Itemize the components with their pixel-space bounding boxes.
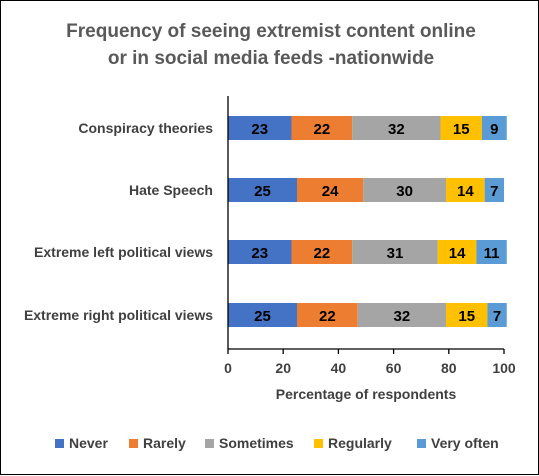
data-label: 11 bbox=[484, 245, 500, 262]
data-label: 15 bbox=[453, 121, 470, 138]
bar-segment bbox=[297, 303, 358, 327]
x-tick-label: 100 bbox=[492, 360, 516, 376]
data-label: 32 bbox=[388, 121, 405, 138]
x-tick-label: 40 bbox=[331, 360, 347, 376]
data-label: 14 bbox=[457, 183, 474, 200]
data-label: 7 bbox=[493, 308, 501, 325]
legend-swatch bbox=[417, 439, 426, 448]
data-label: 22 bbox=[313, 121, 330, 138]
bar-segment bbox=[291, 240, 353, 264]
legend-swatch bbox=[129, 439, 138, 448]
data-label: 14 bbox=[449, 245, 466, 262]
x-axis-label: Percentage of respondents bbox=[276, 386, 457, 402]
legend-swatch bbox=[55, 439, 64, 448]
plot-area: 23 22 32 15 9 25 24 30 14 7 23 22 31 14 11 25 22 32 15 7 bbox=[228, 116, 507, 327]
bar-segment bbox=[228, 303, 297, 327]
data-label: 22 bbox=[313, 245, 330, 262]
legend-label: Rarely bbox=[143, 435, 186, 451]
legend-label: Never bbox=[69, 435, 108, 451]
bar-segment bbox=[437, 240, 477, 264]
data-label: 30 bbox=[396, 183, 413, 200]
category-label: Hate Speech bbox=[129, 182, 213, 198]
category-labels: Conspiracy theories Hate Speech Extreme le… bbox=[24, 120, 213, 323]
bar-segment bbox=[484, 178, 504, 202]
data-label: 7 bbox=[490, 183, 498, 200]
x-tick-label: 60 bbox=[386, 360, 402, 376]
bar-segment bbox=[228, 178, 297, 202]
bar-segment bbox=[363, 178, 447, 202]
data-label: 32 bbox=[394, 308, 411, 325]
bar-segment bbox=[440, 116, 482, 140]
bar-segment bbox=[357, 303, 447, 327]
bar-segment bbox=[476, 240, 507, 264]
data-label: 23 bbox=[251, 245, 268, 262]
data-label: 25 bbox=[254, 308, 271, 325]
data-label: 15 bbox=[458, 308, 475, 325]
category-label: Conspiracy theories bbox=[78, 120, 213, 136]
legend: Never Rarely Sometimes Regularly Very often bbox=[55, 435, 499, 451]
legend-swatch bbox=[314, 439, 323, 448]
bar-segment bbox=[297, 178, 364, 202]
data-label: 23 bbox=[251, 121, 268, 138]
x-tick-label: 20 bbox=[275, 360, 291, 376]
bar-segment bbox=[228, 240, 292, 264]
bar-segment bbox=[228, 116, 292, 140]
x-axis: 0 20 40 60 80 100 bbox=[224, 96, 516, 376]
bar-segment bbox=[291, 116, 353, 140]
x-tick-label: 0 bbox=[224, 360, 232, 376]
legend-label: Regularly bbox=[328, 435, 392, 451]
data-label: 31 bbox=[387, 245, 404, 262]
x-tick-label: 80 bbox=[441, 360, 457, 376]
category-label: Extreme right political views bbox=[24, 307, 213, 323]
chart-title: Frequency of seeing extremist content on… bbox=[66, 21, 476, 69]
legend-label: Sometimes bbox=[219, 435, 294, 451]
bar-segment bbox=[487, 303, 507, 327]
data-label: 24 bbox=[322, 183, 339, 200]
bar-segment bbox=[481, 116, 507, 140]
data-label: 9 bbox=[490, 121, 498, 138]
chart-title-line: Frequency of seeing extremist content on… bbox=[66, 21, 476, 42]
data-label: 25 bbox=[254, 183, 271, 200]
bar-segment bbox=[352, 116, 441, 140]
bar-segment bbox=[446, 178, 485, 202]
chart-title-line: or in social media feeds -nationwide bbox=[108, 48, 434, 69]
category-label: Extreme left political views bbox=[34, 244, 213, 260]
legend-swatch bbox=[205, 439, 214, 448]
bar-segment bbox=[352, 240, 438, 264]
bar-segment bbox=[446, 303, 488, 327]
data-label: 22 bbox=[319, 308, 336, 325]
legend-label: Very often bbox=[431, 435, 499, 451]
